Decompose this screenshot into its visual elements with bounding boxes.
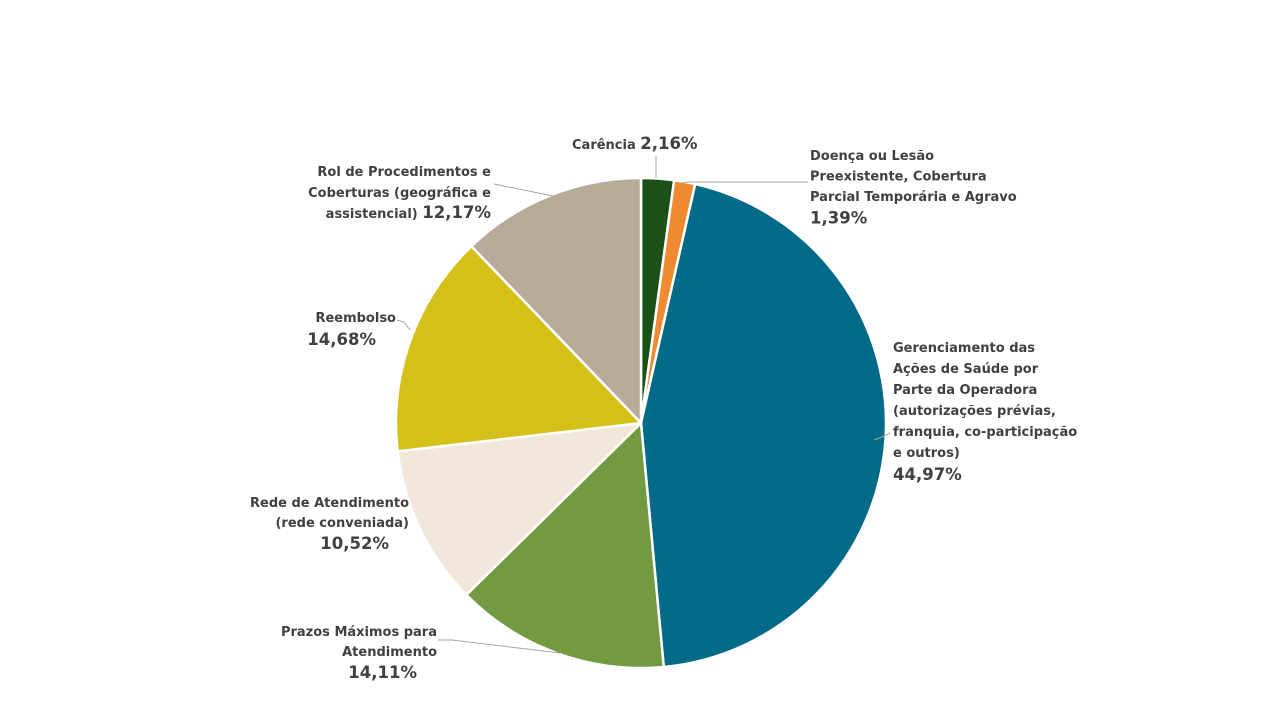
pie-slice-gerenciamento [639, 182, 888, 669]
data-label-rol-procedimentos: Rol de Procedimentos e Coberturas (geográ… [308, 165, 491, 222]
label-percent-rede-atendimento: 10,52% [320, 534, 389, 553]
data-label-gerenciamento: Gerenciamento das Ações de Saúde por Parte… [893, 341, 1077, 484]
data-label-carencia: Carência 2,16% [572, 134, 698, 153]
label-line-rede-atendimento: Rede de Atendimento [250, 496, 409, 511]
label-line-doenca-preexistente: Parcial Temporária e Agravo [810, 190, 1017, 205]
label-line-doenca-preexistente: Doença ou Lesão [810, 149, 934, 164]
label-line-gerenciamento: franquia, co-participação [893, 425, 1077, 440]
leader-line-prazos-maximos [438, 639, 561, 654]
data-label-rede-atendimento: Rede de Atendimento (rede conveniada) 10,5… [250, 496, 409, 553]
label-line-prazos-maximos: Prazos Máximos para [281, 625, 437, 640]
data-label-reembolso: Reembolso 14,68% [307, 311, 396, 349]
leader-line-gerenciamento [873, 432, 891, 441]
label-name-carencia: Carência [572, 138, 640, 153]
label-percent-carencia: 2,16% [640, 134, 698, 153]
leader-line-reembolso [396, 319, 411, 331]
label-percent-rol-procedimentos: 12,17% [422, 203, 491, 222]
label-line-gerenciamento: Parte da Operadora [893, 383, 1037, 398]
label-percent-reembolso: 14,68% [307, 330, 376, 349]
label-line-gerenciamento: e outros) [893, 446, 960, 461]
svg-text:Carência 2,16%: Carência 2,16% [572, 134, 698, 153]
pie-slice-rede-atendimento [396, 421, 643, 597]
pie-slice-reembolso [394, 244, 643, 453]
label-percent-doenca-preexistente: 1,39% [810, 209, 868, 228]
leader-line-rol-procedimentos [493, 183, 554, 197]
leader-lines [396, 156, 891, 654]
label-percent-gerenciamento: 44,97% [893, 465, 962, 484]
label-line-rol-procedimentos: Coberturas (geográfica e [308, 186, 491, 201]
label-line-rede-atendimento: (rede conveniada) [275, 516, 409, 531]
data-labels: Carência 2,16% Doença ou Lesão Preexistent… [250, 134, 1077, 682]
label-line-prazos-maximos: Atendimento [342, 645, 437, 660]
label-line-gerenciamento: Gerenciamento das [893, 341, 1035, 356]
pie-slices [394, 176, 888, 670]
label-line-gerenciamento: (autorizações prévias, [893, 404, 1056, 419]
data-label-doenca-preexistente: Doença ou Lesão Preexistente, Cobertura Pa… [810, 149, 1017, 228]
leader-line-doenca-preexistente [679, 181, 808, 184]
label-line-rol-procedimentos: Rol de Procedimentos e [317, 165, 491, 180]
label-line-reembolso: Reembolso [315, 311, 396, 326]
label-line-rol-procedimentos: assistencial) 12,17% [326, 203, 492, 222]
label-line-gerenciamento: Ações de Saúde por [893, 362, 1039, 377]
data-label-prazos-maximos: Prazos Máximos para Atendimento 14,11% [281, 625, 437, 682]
label-line-doenca-preexistente: Preexistente, Cobertura [810, 170, 987, 185]
label-percent-prazos-maximos: 14,11% [348, 663, 417, 682]
